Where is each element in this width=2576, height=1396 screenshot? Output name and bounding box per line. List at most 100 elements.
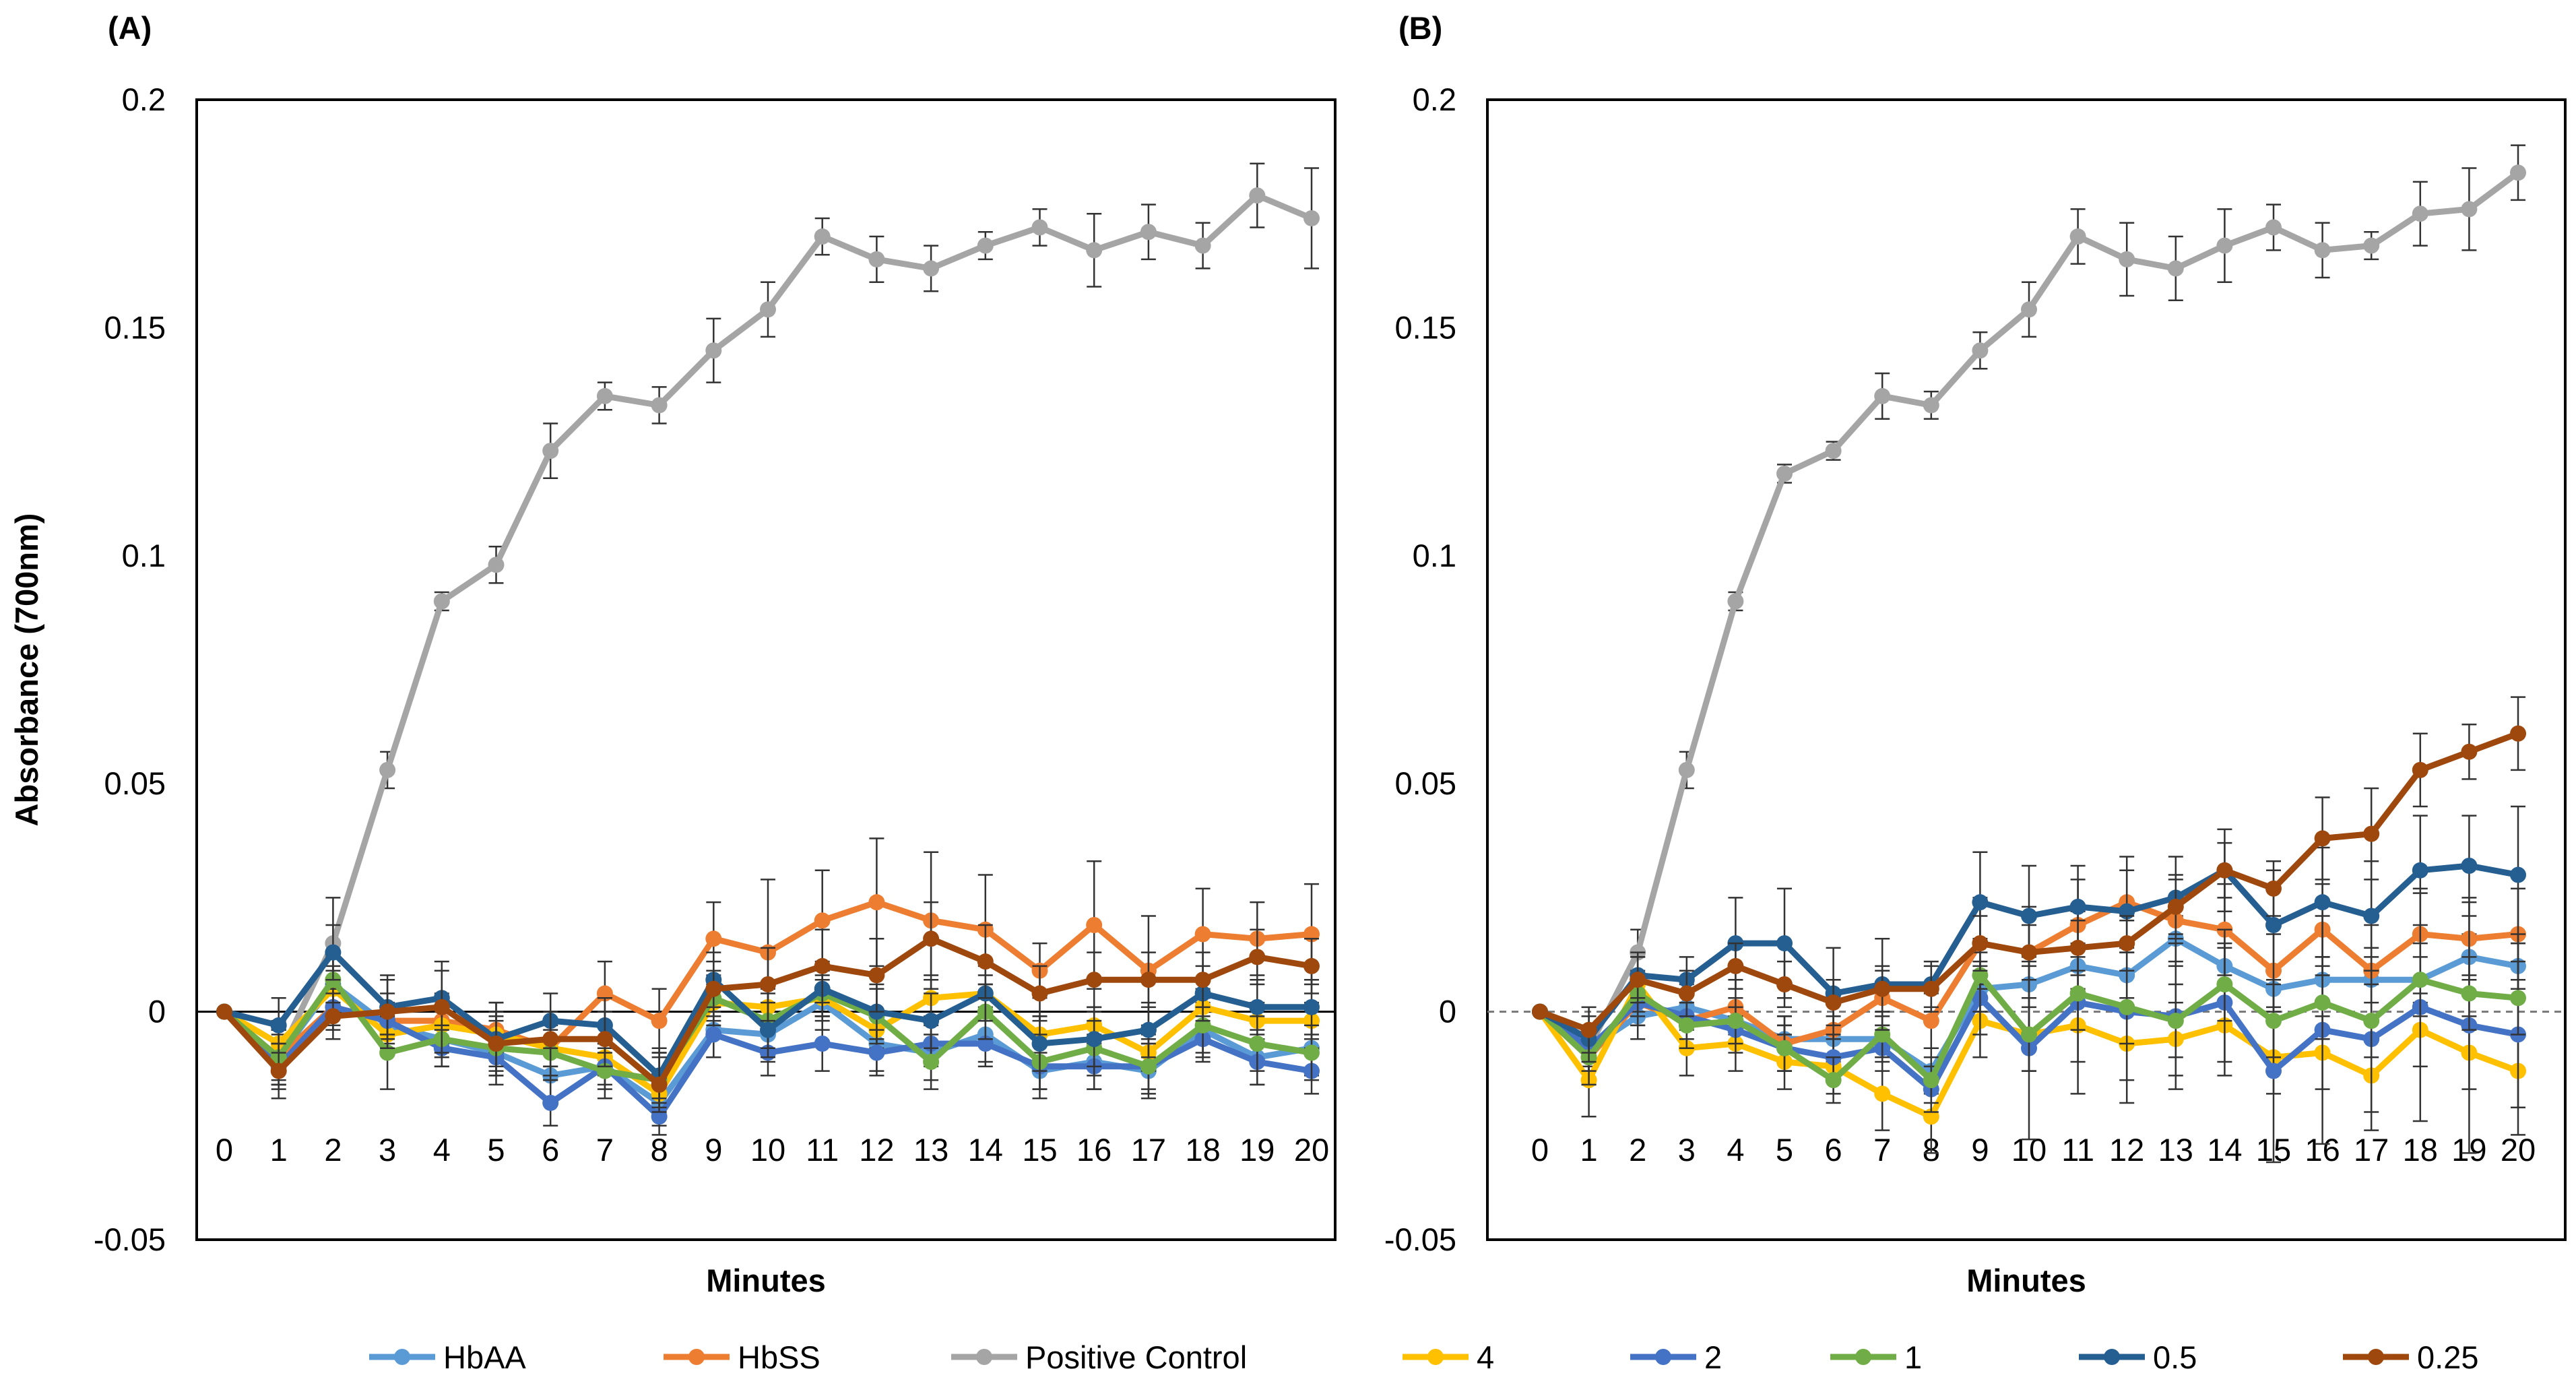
data-point	[2510, 866, 2526, 883]
data-point	[1532, 1003, 1548, 1020]
y-tick-label: 0	[1439, 994, 1456, 1029]
x-tick-label: 0	[216, 1132, 233, 1168]
data-point	[1874, 1085, 1891, 1102]
data-point	[2167, 1013, 2184, 1029]
data-point	[1825, 1072, 1842, 1089]
data-point	[1776, 935, 1793, 952]
panel-label: (A)	[108, 10, 152, 46]
x-tick-label: 3	[379, 1132, 396, 1168]
x-tick-label: 5	[487, 1132, 505, 1168]
data-point	[1678, 985, 1695, 1002]
data-point	[270, 1017, 287, 1034]
data-point	[2314, 242, 2331, 259]
data-point	[1303, 1044, 1320, 1061]
plot-frame	[195, 98, 1337, 1241]
data-point	[2216, 862, 2233, 879]
data-point	[2265, 219, 2282, 236]
legend-item: 0.25	[2343, 1339, 2478, 1375]
data-point	[1086, 242, 1103, 259]
y-tick-label: -0.05	[94, 1222, 166, 1257]
data-point	[1727, 957, 1744, 974]
data-point	[379, 761, 396, 778]
data-point	[1727, 593, 1744, 610]
data-point	[1923, 397, 1939, 414]
y-tick-label: 0.1	[1413, 538, 1456, 573]
data-point	[814, 957, 831, 974]
data-point	[1923, 980, 1939, 997]
x-tick-label: 8	[651, 1132, 668, 1168]
data-point	[651, 1013, 668, 1029]
data-point	[1086, 917, 1103, 934]
data-point	[542, 1031, 559, 1048]
data-point	[1140, 224, 1157, 241]
data-point	[2021, 908, 2037, 924]
data-point	[1874, 980, 1891, 997]
data-point	[325, 1008, 342, 1025]
data-point	[1825, 994, 1842, 1011]
data-point	[542, 1094, 559, 1111]
x-tick-label: 14	[968, 1132, 1003, 1168]
x-axis-title: Minutes	[1966, 1263, 2086, 1298]
data-point	[2412, 972, 2428, 988]
y-tick-label: 0.05	[1395, 765, 1456, 801]
data-point	[705, 930, 722, 947]
x-tick-label: 3	[1678, 1132, 1696, 1168]
data-point	[1303, 957, 1320, 974]
data-point	[2363, 908, 2380, 924]
data-point	[1630, 972, 1646, 988]
x-tick-label: 10	[750, 1132, 785, 1168]
y-tick-label: 0.2	[122, 82, 166, 117]
data-point	[1825, 443, 1842, 459]
panel-b: 0.20.150.10.050-0.050 1 2 3 4 5 6 7 8 9 10 11 12 13 14…	[1384, 10, 2567, 1298]
data-point	[2461, 985, 2478, 1002]
data-point	[2265, 917, 2282, 934]
x-tick-label: 4	[433, 1132, 451, 1168]
data-point	[2216, 237, 2233, 254]
data-point	[814, 1035, 831, 1052]
data-point	[2461, 201, 2478, 218]
data-point	[216, 1003, 232, 1020]
data-point	[1678, 761, 1695, 778]
data-point	[596, 387, 613, 404]
data-point	[1194, 237, 1211, 254]
data-point	[379, 1003, 396, 1020]
data-point	[2069, 228, 2086, 245]
legend-item: 1	[1830, 1339, 1922, 1375]
data-point	[2119, 935, 2135, 952]
data-point	[1972, 894, 1989, 911]
data-point	[1303, 998, 1320, 1015]
data-point	[270, 1062, 287, 1079]
data-point	[1923, 1072, 1939, 1089]
x-tick-label: 13	[2158, 1132, 2193, 1168]
data-point	[868, 894, 885, 911]
data-point	[2314, 894, 2331, 911]
data-point	[977, 953, 994, 970]
data-point	[1086, 1031, 1103, 1048]
data-point	[923, 1013, 940, 1029]
x-tick-label: 18	[1185, 1132, 1220, 1168]
data-point	[2510, 725, 2526, 742]
data-point	[1972, 935, 1989, 952]
data-point	[1249, 1035, 1266, 1052]
series-0-5	[1532, 805, 2526, 1063]
x-tick-label: 2	[324, 1132, 342, 1168]
data-point	[2461, 743, 2478, 760]
data-point	[1194, 972, 1211, 988]
data-point	[1874, 387, 1891, 404]
x-tick-label: 16	[1076, 1132, 1112, 1168]
data-point	[1303, 210, 1320, 226]
data-point	[705, 1026, 722, 1043]
legend-label: 2	[1704, 1339, 1722, 1375]
legend-swatch-marker	[1655, 1349, 1671, 1365]
y-tick-label: 0.2	[1413, 82, 1456, 117]
legend-item: HbAA	[369, 1339, 526, 1375]
x-tick-label: 0	[1531, 1132, 1549, 1168]
x-tick-label: 14	[2207, 1132, 2242, 1168]
data-point	[2119, 251, 2135, 267]
legend: HbAA HbSS Positive Control 4 2 1 0.5 0.25	[369, 1339, 2478, 1375]
data-point	[488, 1035, 505, 1052]
plot-frame	[1486, 98, 2567, 1241]
data-point	[2412, 761, 2428, 778]
data-point	[1140, 1058, 1157, 1075]
x-tick-label: 1	[270, 1132, 288, 1168]
